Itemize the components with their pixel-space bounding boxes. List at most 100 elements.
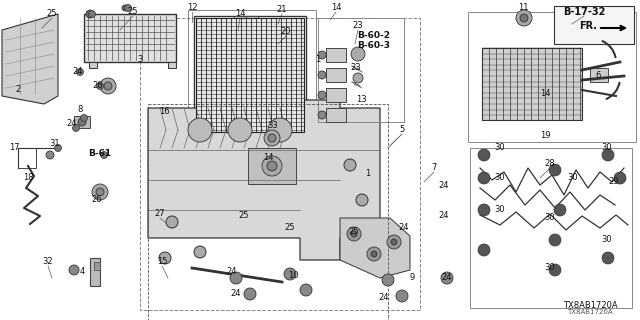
Text: 25: 25 — [128, 7, 138, 17]
Text: 14: 14 — [331, 4, 341, 12]
Bar — [140, 18, 420, 310]
Text: 27: 27 — [155, 210, 165, 219]
Text: 32: 32 — [43, 258, 53, 267]
Text: B-17-32: B-17-32 — [563, 7, 605, 17]
Circle shape — [100, 78, 116, 94]
Text: 10: 10 — [288, 271, 298, 281]
Text: 4: 4 — [79, 268, 84, 276]
Circle shape — [159, 252, 171, 264]
Bar — [74, 116, 90, 128]
Circle shape — [100, 151, 108, 158]
Circle shape — [300, 284, 312, 296]
Bar — [90, 258, 100, 286]
Text: 14: 14 — [263, 154, 273, 163]
Circle shape — [318, 71, 326, 79]
Text: TX8AB1720A: TX8AB1720A — [563, 301, 618, 310]
Circle shape — [244, 288, 256, 300]
Circle shape — [602, 252, 614, 264]
Bar — [468, 12, 636, 142]
Text: 31: 31 — [50, 140, 60, 148]
Circle shape — [387, 235, 401, 249]
Circle shape — [228, 118, 252, 142]
Text: 30: 30 — [602, 143, 612, 153]
Circle shape — [520, 14, 528, 22]
Text: 8: 8 — [77, 106, 83, 115]
Text: 30: 30 — [495, 205, 506, 214]
Circle shape — [81, 115, 88, 122]
Circle shape — [318, 91, 326, 99]
Circle shape — [396, 290, 408, 302]
Bar — [482, 48, 582, 120]
Bar — [326, 68, 346, 82]
Text: 14: 14 — [540, 90, 550, 99]
Text: 28: 28 — [545, 159, 556, 169]
Text: 24: 24 — [231, 290, 241, 299]
Circle shape — [347, 227, 361, 241]
Text: 24: 24 — [379, 293, 389, 302]
Text: 6: 6 — [595, 71, 601, 81]
Text: 30: 30 — [495, 173, 506, 182]
Text: 29: 29 — [609, 178, 620, 187]
Text: B-60-3: B-60-3 — [358, 42, 390, 51]
Polygon shape — [148, 100, 380, 260]
Text: 23: 23 — [353, 21, 364, 30]
Text: 24: 24 — [73, 68, 83, 76]
Circle shape — [54, 145, 61, 151]
Text: 24: 24 — [67, 119, 77, 129]
Bar — [168, 62, 176, 68]
Circle shape — [267, 161, 277, 171]
Circle shape — [72, 124, 79, 132]
Text: 24: 24 — [439, 212, 449, 220]
Text: 9: 9 — [410, 274, 415, 283]
Circle shape — [88, 11, 95, 18]
Bar — [554, 6, 634, 44]
Circle shape — [602, 149, 614, 161]
Circle shape — [356, 194, 368, 206]
Circle shape — [122, 5, 128, 11]
Text: 33: 33 — [268, 122, 278, 131]
Text: 2: 2 — [15, 85, 20, 94]
Bar — [590, 68, 608, 82]
Text: TX8AB1720A: TX8AB1720A — [567, 309, 613, 315]
Circle shape — [478, 244, 490, 256]
Text: 21: 21 — [276, 5, 287, 14]
Bar — [326, 88, 346, 102]
Text: B-61: B-61 — [88, 149, 111, 158]
Circle shape — [97, 83, 104, 90]
Text: 24: 24 — [442, 274, 452, 283]
Polygon shape — [340, 218, 410, 278]
Text: 25: 25 — [349, 228, 359, 236]
Circle shape — [104, 82, 112, 90]
Circle shape — [391, 239, 397, 245]
Text: 30: 30 — [602, 236, 612, 244]
Text: FR.: FR. — [579, 21, 597, 31]
Text: 26: 26 — [92, 196, 102, 204]
Circle shape — [382, 274, 394, 286]
Text: 20: 20 — [281, 28, 291, 36]
Circle shape — [367, 247, 381, 261]
Text: 24: 24 — [399, 223, 409, 233]
Circle shape — [78, 118, 86, 126]
Text: 19: 19 — [540, 132, 550, 140]
Circle shape — [86, 10, 94, 18]
Circle shape — [353, 73, 363, 83]
Text: B-60-2: B-60-2 — [358, 31, 390, 41]
Text: 1: 1 — [365, 170, 371, 179]
Text: 30: 30 — [495, 143, 506, 153]
Circle shape — [284, 268, 296, 280]
Text: 25: 25 — [239, 212, 249, 220]
Circle shape — [262, 156, 282, 176]
Text: 26: 26 — [93, 82, 103, 91]
Text: 7: 7 — [431, 164, 436, 172]
Circle shape — [516, 10, 532, 26]
Text: 1: 1 — [316, 55, 321, 65]
Text: 3: 3 — [138, 55, 143, 65]
Text: 30: 30 — [545, 213, 556, 222]
Circle shape — [92, 184, 108, 200]
Circle shape — [188, 118, 212, 142]
Text: 18: 18 — [22, 173, 33, 182]
Text: 25: 25 — [47, 10, 57, 19]
Circle shape — [318, 51, 326, 59]
Bar — [196, 18, 304, 132]
Bar — [234, 16, 246, 26]
